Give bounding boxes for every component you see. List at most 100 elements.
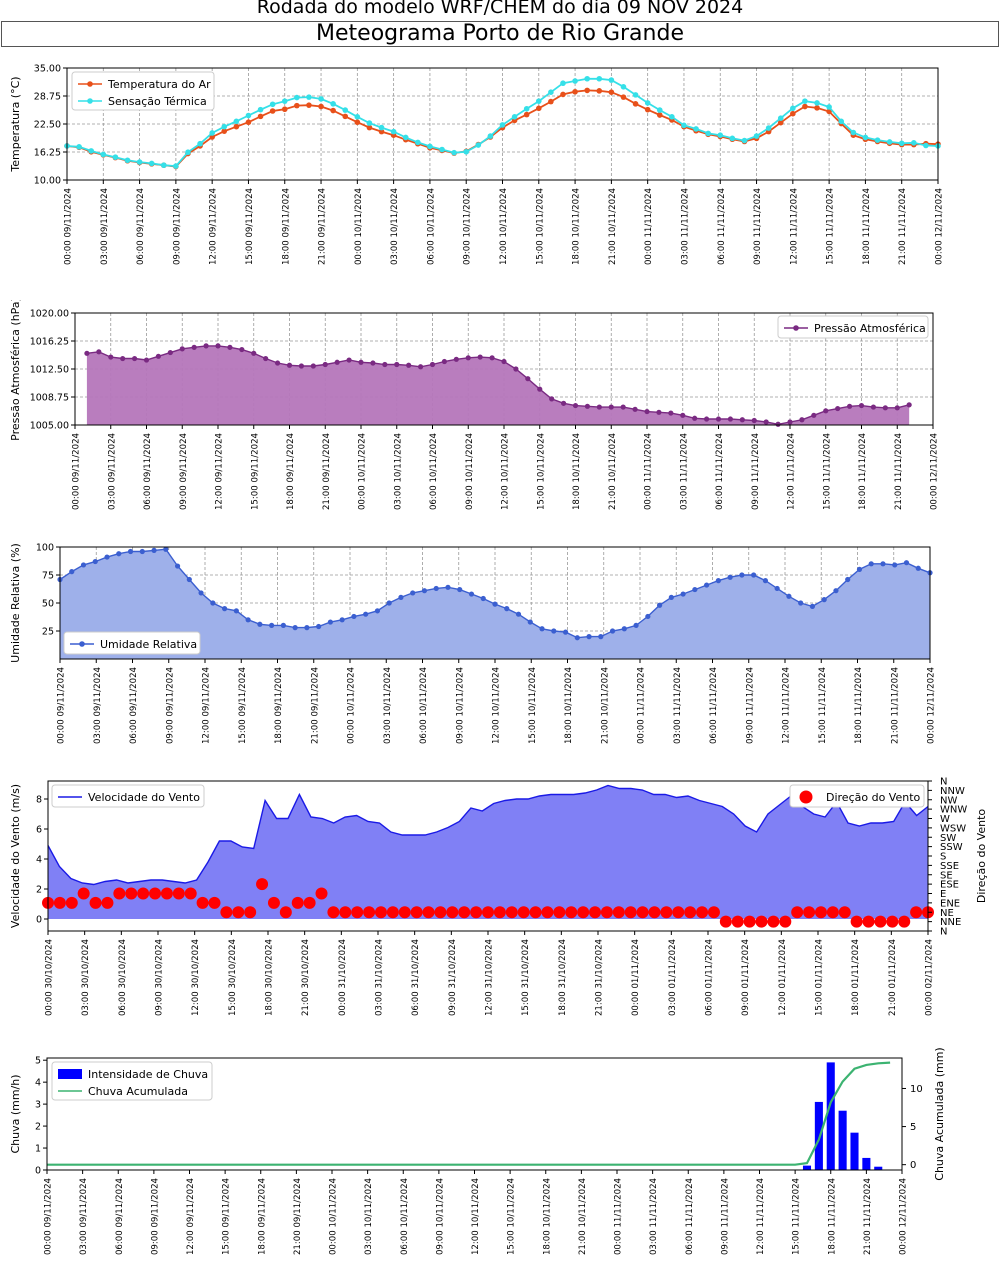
x-tick-label: 15:00 10/11/2024 (536, 433, 546, 510)
wind-direction-point (351, 906, 364, 919)
temperature-point (306, 102, 312, 108)
legend-marker (793, 325, 799, 331)
legend: Intensidade de Chuva Chuva Acumulada (51, 1061, 213, 1101)
wind-direction-point (886, 915, 899, 928)
x-tick-label: 12:00 30/10/2024 (191, 939, 201, 1016)
x-tick-label: 00:00 09/11/2024 (72, 433, 82, 510)
humidity-point (327, 619, 334, 625)
humidity-point (903, 560, 910, 566)
feels-like-point (439, 146, 445, 153)
legend-marker (87, 98, 93, 104)
x-tick-label: 06:00 11/11/2024 (685, 1178, 695, 1255)
y2-tick-label: NNW (940, 786, 965, 797)
plot-frame (46, 1057, 903, 1171)
x-tick-label: 18:00 10/11/2024 (542, 1178, 552, 1255)
x-tick-label: 12:00 11/11/2024 (789, 188, 799, 265)
wind-direction-point (208, 896, 221, 909)
feels-like-point (390, 128, 397, 135)
x-tick-label: 15:00 10/11/2024 (535, 188, 545, 265)
feels-like-point (245, 112, 252, 119)
wind-direction-point (577, 906, 590, 919)
feels-like-point (209, 130, 215, 136)
x-tick-label: 21:00 10/11/2024 (600, 667, 610, 744)
y2-axis-label: Direção do Vento (975, 809, 988, 904)
y-tick-label: 0 (35, 1166, 41, 1177)
feels-like-point (911, 140, 917, 146)
temperature-point (209, 134, 215, 140)
legend-label: Intensidade de Chuva (88, 1068, 208, 1081)
humidity-point (269, 622, 275, 628)
feels-like-point (281, 98, 288, 104)
x-tick-label: 03:00 10/11/2024 (364, 1178, 374, 1255)
pressure-point (310, 363, 316, 369)
x-tick-label: 06:00 09/11/2024 (136, 188, 146, 265)
legend: Direção do Vento (789, 784, 925, 808)
wind-direction-point (267, 896, 280, 909)
pressure-area (86, 345, 910, 425)
x-tick-label: 12:00 10/11/2024 (499, 188, 509, 265)
feels-like-point (850, 129, 857, 136)
y2-tick-label: WNW (940, 805, 967, 816)
rain-chart: 00:00 09/11/2024 03:00 09/11/2024 06:00 09… (9, 1047, 946, 1255)
y-tick-label: 1008.75 (30, 393, 69, 404)
x-tick-label: 06:00 10/11/2024 (429, 433, 439, 510)
wind-direction-point (696, 906, 709, 919)
wind-direction-point (541, 906, 554, 919)
x-tick-label: 00:00 11/11/2024 (637, 667, 647, 744)
pressure-point (751, 417, 757, 424)
x-tick-label: 15:00 09/11/2024 (222, 1178, 232, 1255)
x-tick-label: 18:00 09/11/2024 (286, 433, 296, 510)
y2-tick-label: ENE (940, 898, 960, 909)
x-tick-label: 00:00 31/10/2024 (338, 939, 348, 1016)
temperature-point (644, 106, 651, 113)
y2-tick-label: WSW (940, 823, 966, 834)
wind-direction-point (505, 906, 518, 919)
wind-direction-point (363, 906, 376, 919)
humidity-point (645, 613, 651, 620)
humidity-point (468, 591, 475, 597)
pressure-point (894, 405, 900, 411)
x-tick-label: 15:00 11/11/2024 (818, 667, 828, 744)
pressure-point (775, 421, 781, 427)
wind-direction-point (636, 906, 649, 919)
feels-like-point (499, 122, 506, 128)
pressure-point (465, 355, 471, 361)
humidity-point (598, 634, 604, 640)
y2-tick-label: SSW (940, 842, 963, 853)
y2-axis-label: Chuva Acumulada (mm) (933, 1047, 946, 1180)
feels-like-point (197, 140, 203, 147)
x-tick-label: 09:00 10/11/2024 (465, 433, 475, 510)
y-tick-label: 0 (36, 915, 42, 926)
pressure-point (739, 417, 745, 423)
pressure-point (417, 364, 424, 370)
x-tick-label: 03:00 10/11/2024 (393, 433, 403, 510)
pressure-point (882, 405, 888, 411)
temperature-point (257, 113, 264, 120)
wind-direction-point (648, 906, 661, 919)
wind-direction-point (386, 906, 399, 919)
pressure-point (274, 360, 281, 366)
pressure-point (453, 356, 459, 362)
x-tick-label: 21:00 10/11/2024 (608, 433, 618, 510)
feels-like-point (318, 96, 324, 102)
plot-frame (59, 546, 931, 660)
feels-like-point (923, 142, 929, 149)
humidity-point (692, 586, 698, 593)
humidity-point (539, 626, 545, 632)
wind-speed-area (48, 785, 928, 919)
wind-direction-point (149, 887, 162, 900)
humidity-point (562, 629, 569, 635)
x-tick-label: 15:00 11/11/2024 (822, 433, 832, 510)
rain-intensity-bar (862, 1157, 871, 1170)
wind-direction-point (339, 906, 352, 919)
x-tick-label: 00:00 01/11/2024 (631, 939, 641, 1016)
pressure-point (143, 357, 150, 363)
humidity-point (680, 591, 686, 597)
humidity-point (174, 563, 181, 569)
x-tick-label: 09:00 09/11/2024 (172, 188, 182, 265)
pressure-point (263, 355, 269, 362)
humidity-point (233, 608, 239, 614)
x-tick-label: 00:00 12/11/2024 (927, 667, 937, 744)
legend-frame (51, 784, 205, 808)
pressure-point (549, 396, 555, 402)
